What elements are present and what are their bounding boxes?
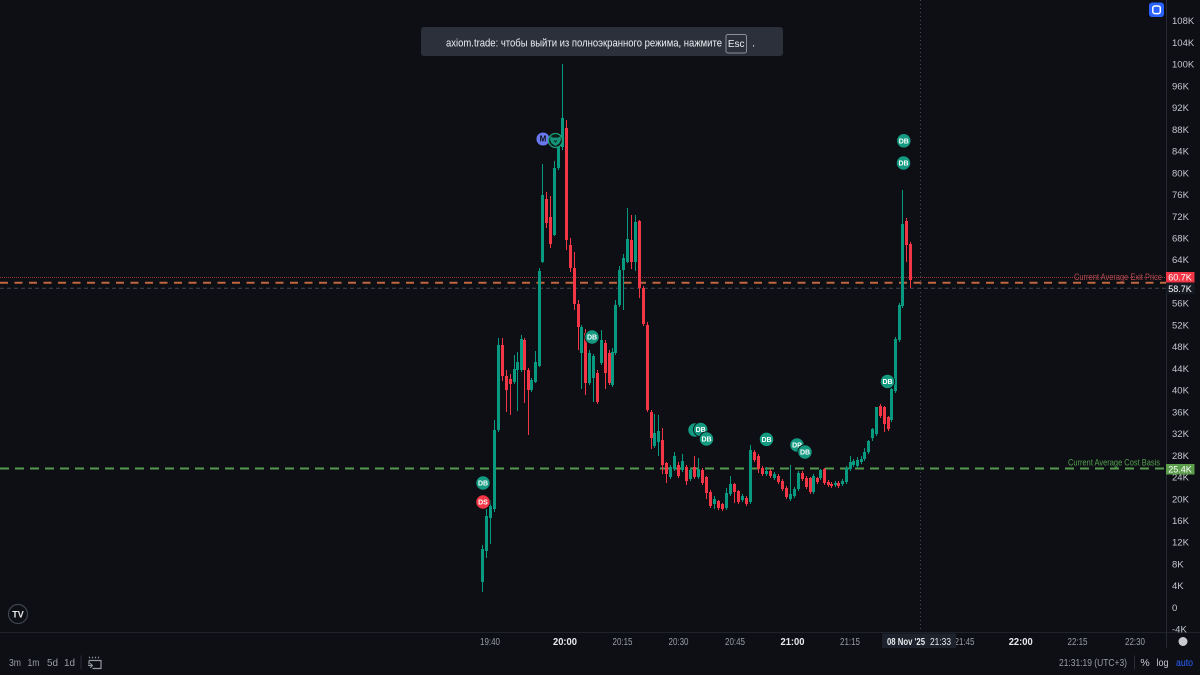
- svg-text:DB: DB: [587, 335, 597, 342]
- svg-text:20:30: 20:30: [669, 637, 689, 648]
- svg-text:56K: 56K: [1172, 299, 1190, 310]
- svg-text:88K: 88K: [1172, 125, 1190, 136]
- svg-text:44K: 44K: [1172, 364, 1190, 375]
- svg-text:auto: auto: [1176, 657, 1193, 669]
- svg-text:92K: 92K: [1172, 103, 1190, 114]
- svg-text:21:15: 21:15: [840, 637, 860, 648]
- svg-text:20:45: 20:45: [725, 637, 745, 648]
- svg-text:24K: 24K: [1172, 473, 1190, 484]
- svg-text:.: .: [752, 38, 755, 50]
- svg-text:3m: 3m: [9, 657, 21, 669]
- svg-text:08 Nov '25: 08 Nov '25: [887, 637, 925, 648]
- svg-text:axiom.trade: чтобы выйти из по: axiom.trade: чтобы выйти из полноэкранно…: [446, 38, 722, 50]
- svg-text:100K: 100K: [1172, 60, 1195, 71]
- svg-text:DB: DB: [761, 437, 771, 444]
- svg-text:21:00: 21:00: [781, 637, 805, 648]
- svg-text:Current Average Cost Basis: Current Average Cost Basis: [1068, 458, 1160, 468]
- svg-text:Esc: Esc: [728, 39, 745, 50]
- svg-text:4K: 4K: [1172, 581, 1184, 592]
- svg-text:8K: 8K: [1172, 560, 1184, 571]
- svg-text:DP: DP: [792, 443, 802, 450]
- svg-text:20:15: 20:15: [613, 637, 633, 648]
- svg-text:96K: 96K: [1172, 81, 1190, 92]
- svg-text:DB: DB: [696, 427, 706, 434]
- svg-text:84K: 84K: [1172, 147, 1190, 158]
- svg-text:16K: 16K: [1172, 516, 1190, 527]
- svg-text:40K: 40K: [1172, 386, 1190, 397]
- svg-text:1m: 1m: [28, 657, 40, 669]
- svg-text:20K: 20K: [1172, 494, 1190, 505]
- svg-text:5d: 5d: [47, 657, 58, 669]
- svg-text:68K: 68K: [1172, 234, 1190, 245]
- svg-text:21:45: 21:45: [955, 637, 975, 648]
- svg-text:22:30: 22:30: [1125, 637, 1145, 648]
- svg-text:DB: DB: [882, 379, 892, 386]
- svg-text:80K: 80K: [1172, 168, 1190, 179]
- svg-text:104K: 104K: [1172, 38, 1195, 49]
- svg-text:36K: 36K: [1172, 407, 1190, 418]
- svg-text:20:00: 20:00: [553, 637, 577, 648]
- svg-text:21:31:19 (UTC+3): 21:31:19 (UTC+3): [1059, 657, 1127, 669]
- svg-text:28K: 28K: [1172, 451, 1190, 462]
- svg-text:60.7K: 60.7K: [1168, 272, 1192, 282]
- svg-text:48K: 48K: [1172, 342, 1190, 353]
- svg-text:Current Average Exit Price: Current Average Exit Price: [1074, 272, 1162, 282]
- svg-text:DB: DB: [478, 481, 488, 488]
- svg-text:32K: 32K: [1172, 429, 1190, 440]
- svg-text:12K: 12K: [1172, 538, 1190, 549]
- svg-text:52K: 52K: [1172, 320, 1190, 331]
- svg-text:DS: DS: [478, 500, 488, 507]
- svg-text:21:33: 21:33: [930, 637, 951, 648]
- svg-text:1d: 1d: [64, 657, 75, 669]
- svg-text:M: M: [540, 135, 547, 144]
- svg-text:DB: DB: [800, 450, 810, 457]
- svg-text:22:00: 22:00: [1009, 637, 1033, 648]
- svg-text:TV: TV: [12, 610, 24, 620]
- svg-text:76K: 76K: [1172, 190, 1190, 201]
- svg-text:0: 0: [1172, 603, 1177, 614]
- svg-text:DB: DB: [898, 161, 908, 168]
- svg-text:108K: 108K: [1172, 16, 1195, 27]
- svg-text:19:40: 19:40: [480, 637, 500, 648]
- svg-text:58.7K: 58.7K: [1168, 284, 1192, 294]
- svg-text:64K: 64K: [1172, 255, 1190, 266]
- svg-text:-4K: -4K: [1172, 625, 1187, 636]
- svg-text:22:15: 22:15: [1068, 637, 1088, 648]
- svg-text:log: log: [1157, 657, 1169, 669]
- svg-text:%: %: [1140, 657, 1149, 669]
- svg-text:25.4K: 25.4K: [1168, 464, 1192, 474]
- svg-text:DB: DB: [701, 437, 711, 444]
- svg-text:72K: 72K: [1172, 212, 1190, 223]
- svg-text:DB: DB: [899, 138, 909, 145]
